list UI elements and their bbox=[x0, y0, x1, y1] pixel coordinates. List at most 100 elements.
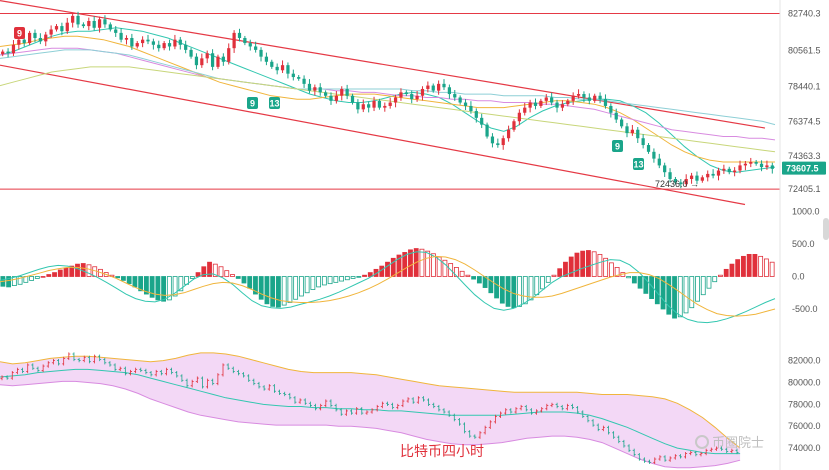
candle-body bbox=[286, 65, 290, 74]
macd-bar bbox=[626, 276, 632, 279]
macd-bar bbox=[155, 276, 161, 301]
macd-bar bbox=[270, 276, 276, 307]
td-marker: 9 bbox=[612, 140, 623, 152]
candle-body bbox=[485, 124, 489, 137]
boll-tick-label: 74000.0 bbox=[788, 443, 821, 453]
macd-bar bbox=[115, 276, 121, 279]
candle-body bbox=[566, 100, 570, 105]
macd-bar bbox=[735, 259, 741, 277]
candle-body bbox=[517, 112, 521, 122]
candle-body bbox=[108, 24, 112, 30]
macd-bar bbox=[528, 276, 534, 301]
macd-bar bbox=[425, 250, 431, 277]
macd-tick-label: 500.0 bbox=[792, 239, 815, 249]
macd-bar bbox=[712, 276, 718, 283]
macd-bar bbox=[568, 256, 574, 277]
candle-body bbox=[474, 111, 478, 118]
macd-bar bbox=[741, 255, 746, 277]
candle-body bbox=[630, 129, 634, 134]
candle-body bbox=[420, 88, 425, 96]
macd-dea-line bbox=[0, 255, 776, 317]
macd-bar bbox=[385, 261, 390, 277]
macd-bar bbox=[586, 250, 591, 277]
candle-body bbox=[6, 51, 10, 54]
candle-body bbox=[313, 87, 317, 91]
candle-body bbox=[60, 26, 64, 32]
candle-body bbox=[323, 92, 328, 96]
candle-body bbox=[625, 126, 629, 134]
candle-body bbox=[340, 88, 344, 96]
candle-body bbox=[151, 41, 155, 45]
ma-mid-line bbox=[0, 35, 775, 163]
macd-bar bbox=[212, 263, 218, 277]
candle-body bbox=[716, 170, 721, 176]
macd-bar bbox=[563, 261, 568, 277]
macd-bar bbox=[499, 276, 505, 304]
candle-body bbox=[141, 39, 145, 44]
price-tick-label: 80561.5 bbox=[788, 46, 821, 56]
candle-body bbox=[205, 53, 209, 59]
watermark-logo-icon bbox=[695, 434, 709, 449]
td-marker-badge bbox=[14, 27, 25, 39]
td-marker: 9 bbox=[14, 27, 25, 39]
scrollbar-handle[interactable] bbox=[823, 218, 829, 240]
macd-tick-label: -500.0 bbox=[792, 304, 818, 314]
candle-body bbox=[663, 165, 667, 173]
macd-bar bbox=[321, 276, 327, 286]
candle-body bbox=[227, 48, 231, 62]
boll-tick-label: 80000.0 bbox=[788, 377, 821, 387]
macd-bar bbox=[339, 276, 344, 282]
candle-body bbox=[383, 105, 387, 108]
macd-bar bbox=[453, 266, 459, 277]
macd-bar bbox=[476, 276, 482, 284]
candle-body bbox=[167, 43, 172, 47]
candle-body bbox=[49, 29, 53, 35]
macd-bar bbox=[666, 276, 672, 315]
candle-body bbox=[307, 83, 312, 91]
candle-body bbox=[200, 58, 204, 66]
price-tick-label: 78440.1 bbox=[788, 82, 821, 92]
macd-bar bbox=[287, 276, 293, 303]
candle-body bbox=[754, 162, 758, 164]
candle-body bbox=[377, 100, 382, 108]
candle-body bbox=[652, 151, 656, 159]
boll-tick-label: 76000.0 bbox=[788, 421, 821, 431]
td-marker-label: 9 bbox=[17, 29, 22, 39]
macd-bar bbox=[689, 276, 695, 309]
macd-bar bbox=[224, 270, 230, 277]
ma-xlong-line bbox=[0, 49, 776, 126]
candle-body bbox=[684, 179, 688, 185]
td-marker-label: 13 bbox=[633, 160, 643, 170]
candle-body bbox=[189, 49, 193, 57]
td-marker: 13 bbox=[269, 97, 280, 109]
candle-body bbox=[157, 44, 161, 49]
candle-body bbox=[119, 32, 123, 40]
candle-body bbox=[550, 97, 554, 103]
candle-body bbox=[135, 43, 139, 47]
macd-bar bbox=[63, 267, 69, 277]
macd-bar bbox=[253, 276, 258, 295]
candle-body bbox=[297, 77, 301, 79]
candle-body bbox=[243, 37, 247, 44]
candle-body bbox=[71, 15, 75, 23]
current-price-label: 73607.5 bbox=[786, 164, 819, 174]
macd-bar bbox=[540, 276, 545, 290]
candle-body bbox=[254, 46, 258, 50]
candle-body bbox=[636, 129, 640, 139]
candle-body bbox=[404, 92, 408, 95]
moving-average-lines bbox=[0, 27, 776, 173]
candle-body bbox=[598, 95, 602, 100]
candle-body bbox=[92, 20, 96, 28]
macd-bar bbox=[672, 276, 677, 319]
macd-bar bbox=[178, 276, 184, 292]
candle-body bbox=[593, 95, 597, 101]
candle-body bbox=[657, 158, 661, 166]
candle-body bbox=[1, 51, 5, 55]
macd-bar bbox=[471, 276, 477, 280]
candle-body bbox=[480, 117, 484, 125]
macd-bar bbox=[683, 276, 689, 314]
macd-bar bbox=[235, 276, 241, 279]
macd-bar bbox=[614, 266, 620, 277]
candle-body bbox=[173, 39, 177, 47]
candle-body bbox=[345, 88, 349, 96]
